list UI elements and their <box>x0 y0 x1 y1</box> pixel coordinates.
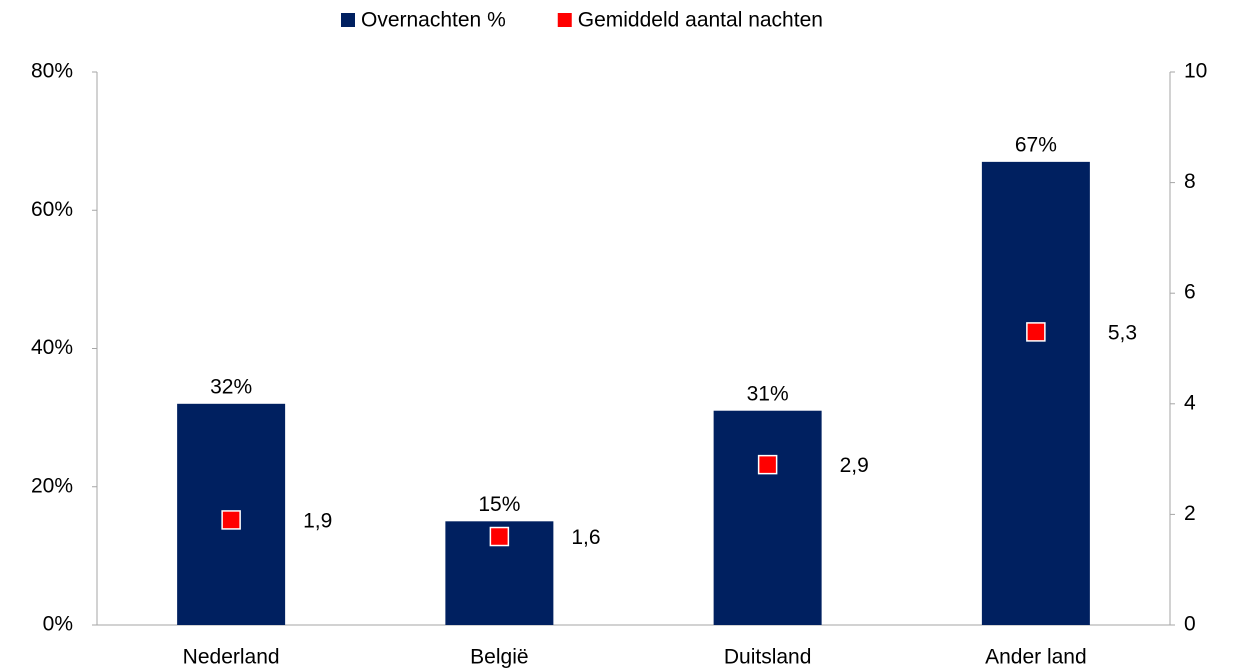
x-tick-label: België <box>470 646 528 668</box>
y-tick-label: 20% <box>31 474 73 497</box>
marker <box>1026 322 1046 342</box>
legend-label: Gemiddeld aantal nachten <box>578 9 823 32</box>
y-tick-label: 0% <box>43 613 73 636</box>
legend-swatch <box>341 13 355 27</box>
marker-value-label: 5,3 <box>1108 321 1137 344</box>
bar-value-label: 15% <box>478 493 520 516</box>
y-tick-label: 40% <box>31 336 73 359</box>
bar-value-label: 31% <box>747 382 789 405</box>
marker <box>757 454 778 475</box>
y-tick-label: 60% <box>31 198 73 221</box>
marker-value-label: 1,6 <box>571 526 600 549</box>
x-tick-label: Nederland <box>183 646 280 668</box>
y2-tick-label: 10 <box>1184 60 1207 83</box>
x-tick-label: Duitsland <box>724 646 812 668</box>
marker <box>221 510 241 530</box>
marker-value-label: 2,9 <box>840 454 869 477</box>
legend-label: Overnachten % <box>361 9 506 32</box>
bar <box>713 410 822 625</box>
y2-tick-label: 2 <box>1184 502 1196 525</box>
marker <box>489 526 510 547</box>
y-tick-label: 80% <box>31 60 73 83</box>
y2-tick-label: 0 <box>1184 613 1196 636</box>
legend-swatch <box>557 13 572 27</box>
y2-tick-label: 6 <box>1184 281 1196 304</box>
bar-value-label: 32% <box>210 375 252 398</box>
marker-value-label: 1,9 <box>303 509 332 532</box>
y2-tick-label: 4 <box>1184 391 1196 414</box>
bar-value-label: 67% <box>1015 133 1057 156</box>
y2-tick-label: 8 <box>1184 170 1196 193</box>
x-tick-label: Ander land <box>985 646 1087 668</box>
bar <box>981 161 1090 626</box>
